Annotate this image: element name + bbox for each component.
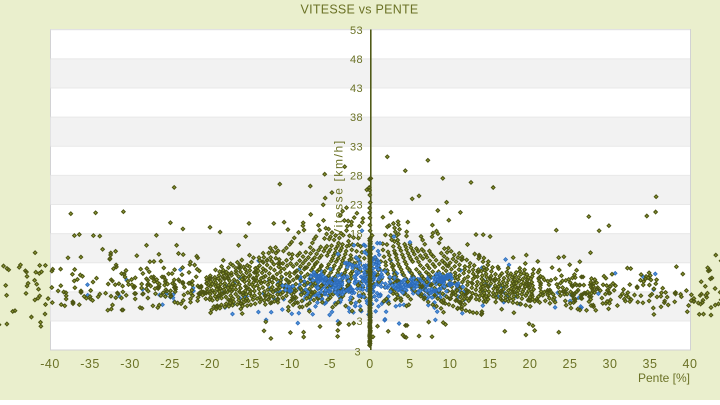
svg-text:-25: -25 <box>160 357 180 371</box>
svg-text:38: 38 <box>350 112 363 124</box>
svg-text:VITESSE vs PENTE: VITESSE vs PENTE <box>301 3 419 17</box>
svg-text:-10: -10 <box>280 357 300 371</box>
svg-text:0: 0 <box>366 357 373 371</box>
svg-text:20: 20 <box>523 357 538 371</box>
svg-text:-15: -15 <box>240 357 260 371</box>
svg-text:-35: -35 <box>80 357 100 371</box>
svg-text:28: 28 <box>350 170 363 182</box>
svg-text:40: 40 <box>683 357 698 371</box>
svg-text:-40: -40 <box>40 357 60 371</box>
svg-text:43: 43 <box>350 83 363 95</box>
svg-text:30: 30 <box>603 357 618 371</box>
svg-text:48: 48 <box>350 54 363 66</box>
svg-text:5: 5 <box>406 357 413 371</box>
svg-text:Vitesse [km/h]: Vitesse [km/h] <box>332 139 346 237</box>
svg-text:3: 3 <box>356 316 363 328</box>
svg-text:10: 10 <box>443 357 458 371</box>
svg-text:23: 23 <box>350 200 363 212</box>
svg-text:-5: -5 <box>324 357 336 371</box>
svg-text:15: 15 <box>483 357 498 371</box>
svg-text:-30: -30 <box>120 357 140 371</box>
svg-text:3: 3 <box>354 346 361 358</box>
svg-text:8: 8 <box>356 287 363 299</box>
svg-text:53: 53 <box>350 25 363 37</box>
svg-text:-20: -20 <box>200 357 220 371</box>
svg-text:35: 35 <box>643 357 658 371</box>
svg-text:Pente [%]: Pente [%] <box>638 371 690 385</box>
svg-text:25: 25 <box>563 357 578 371</box>
svg-text:33: 33 <box>350 141 363 153</box>
